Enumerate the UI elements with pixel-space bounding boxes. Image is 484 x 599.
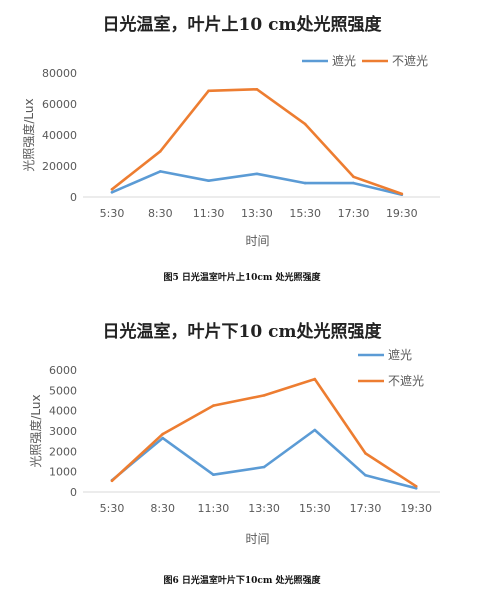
chart1-series-2-point <box>110 188 114 191</box>
chart1-title: 日光温室，叶片上10 cm处光照强度 <box>102 15 382 35</box>
chart2-series-2-point <box>262 394 266 397</box>
chart2-title: 日光温室，叶片下10 cm处光照强度 <box>102 322 382 342</box>
chart2-series-2-point <box>414 485 418 488</box>
chart1-series-2-point <box>207 89 210 93</box>
chart1-x-tick-label: 19:30 <box>386 207 418 220</box>
chart1-x-tick-label: 8:30 <box>148 207 173 220</box>
chart2-y-tick-label: 2000 <box>49 445 77 458</box>
chart1-x-tick-label: 13:30 <box>241 207 273 220</box>
chart2-series-1-point <box>364 474 367 477</box>
chart2-y-tick-label: 4000 <box>49 405 77 418</box>
chart2-x-tick-label: 19:30 <box>400 502 432 515</box>
chart2-y-axis-title: 光照强度/Lux <box>28 394 43 467</box>
chart1-x-tick-label: 17:30 <box>338 207 370 220</box>
chart2-series-1-point <box>313 428 317 432</box>
chart1-series-2-point <box>400 192 404 196</box>
chart2-x-axis-title: 时间 <box>245 532 269 546</box>
chart1-x-tick-label: 15:30 <box>289 207 321 220</box>
chart2-series-2-point <box>161 432 164 436</box>
chart2-legend-label-2: 不遮光 <box>388 373 424 388</box>
chart1-y-tick-label: 40000 <box>42 129 77 142</box>
chart1-plot: 0 20000 40000 60000 80000 5:30 8:30 11:30 13:30 1… <box>21 53 440 248</box>
chart1-x-tick-label: 11:30 <box>193 207 225 220</box>
chart2-series-2-point <box>110 479 114 483</box>
chart1-caption: 图5 日光温室叶片上10cm 处光照强度 <box>163 273 321 283</box>
chart1-x-tick-label: 5:30 <box>100 207 125 220</box>
chart1-y-axis-title: 光照强度/Lux <box>21 98 36 171</box>
chart1-x-axis-title: 时间 <box>245 234 269 248</box>
chart1-series-1-point <box>255 172 259 176</box>
chart2-series-2-point <box>313 377 317 381</box>
chart1-series-1-point <box>352 181 355 185</box>
chart2-x-tick-label: 11:30 <box>198 502 230 515</box>
chart2-y-tick-label: 3000 <box>49 425 77 438</box>
chart2-caption: 图6 日光温室叶片下10cm 处光照强度 <box>163 576 321 586</box>
chart2-y-tick-label: 5000 <box>49 384 77 397</box>
chart1-series-1-point <box>159 170 162 173</box>
chart1-legend-label-1: 遮光 <box>332 53 356 68</box>
chart2-y-tick-label: 1000 <box>49 466 77 479</box>
chart2-x-tick-label: 13:30 <box>248 502 280 515</box>
chart2-x-tick-label: 17:30 <box>350 502 382 515</box>
chart1-series-1-point <box>110 191 114 194</box>
chart1-series-1-point <box>207 179 210 182</box>
chart2-x-tick-label: 8:30 <box>150 502 175 515</box>
chart1-series-2-point <box>159 150 162 153</box>
chart2-x-tick-label: 15:30 <box>299 502 331 515</box>
chart1-y-tick-label: 0 <box>70 191 77 204</box>
chart2-series-1-point <box>262 465 266 469</box>
chart1-legend-label-2: 不遮光 <box>392 53 428 68</box>
chart2-x-tick-label: 5:30 <box>100 502 125 515</box>
chart2-series-1-point <box>161 436 164 440</box>
chart2-legend-label-1: 遮光 <box>388 347 412 362</box>
chart1-y-tick-label: 60000 <box>42 98 77 111</box>
chart2-series-1-point <box>212 473 215 477</box>
chart2-y-tick-label: 0 <box>70 486 77 499</box>
chart2-y-tick-label: 6000 <box>49 364 77 377</box>
chart1-y-tick-label: 20000 <box>42 160 77 173</box>
chart1-series-2-point <box>255 88 259 91</box>
chart1-series-1-point <box>303 181 307 185</box>
chart2-series-1-point <box>414 487 418 490</box>
chart1-y-tick-label: 80000 <box>42 67 77 80</box>
chart1-series-2-point <box>303 122 307 126</box>
chart2-series-2-point <box>364 452 367 455</box>
chart1-series-2-point <box>352 175 355 179</box>
chart2-series-2-point <box>212 404 215 407</box>
